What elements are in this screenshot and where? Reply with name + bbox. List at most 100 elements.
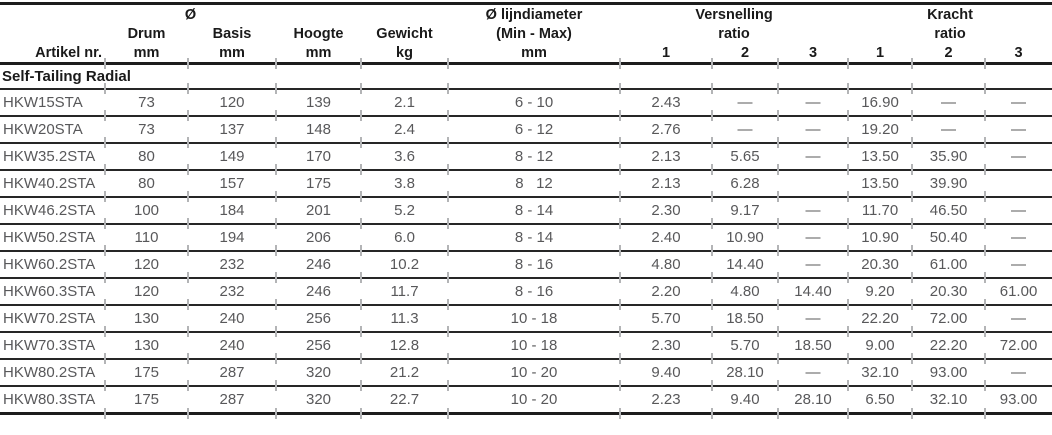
cell-lijndiameter: 8 12 bbox=[447, 165, 620, 197]
header-versnelling: Versnelling bbox=[695, 7, 773, 23]
cell-gewicht: 5.2 bbox=[360, 192, 448, 224]
cell-versnelling-3: — bbox=[776, 354, 849, 386]
cell-versnelling-2: 18.50 bbox=[711, 300, 778, 332]
cell-versnelling-2: 14.40 bbox=[711, 246, 778, 278]
cell-versnelling-1: 5.70 bbox=[619, 300, 712, 332]
cell-versnelling-2: 5.70 bbox=[711, 327, 778, 359]
cell-artikel: HKW80.2STA bbox=[0, 358, 105, 386]
cell-drum: 80 bbox=[104, 165, 188, 197]
cell-kracht-3: — bbox=[984, 354, 1052, 386]
header-basis: Basis bbox=[212, 26, 252, 42]
cell-hoogte: 256 bbox=[275, 300, 361, 332]
cell-versnelling-1: 2.30 bbox=[619, 192, 712, 224]
cell-basis: 287 bbox=[187, 354, 276, 386]
header-kracht: Kracht bbox=[927, 7, 973, 23]
cell-kracht-1: 20.30 bbox=[847, 246, 913, 278]
cell-artikel: HKW70.2STA bbox=[0, 304, 105, 332]
cell-kracht-1: 9.00 bbox=[847, 327, 913, 359]
cell-drum: 80 bbox=[104, 138, 188, 170]
cell-artikel: HKW60.2STA bbox=[0, 250, 105, 278]
cell-kracht-2: 35.90 bbox=[911, 138, 986, 170]
cell-basis: 120 bbox=[187, 84, 276, 116]
table-row: HKW80.2STA 175 287 320 21.2 10 - 20 9.40 28.10—… bbox=[0, 354, 1052, 386]
cell-basis: 240 bbox=[187, 300, 276, 332]
cell-basis: 194 bbox=[187, 219, 276, 251]
cell-kracht-1: 9.20 bbox=[847, 273, 913, 305]
cell-kracht-2: 72.00 bbox=[911, 300, 986, 332]
header-hoogte: Hoogte bbox=[293, 26, 344, 42]
cell-gewicht: 11.3 bbox=[360, 300, 448, 332]
cell-versnelling-3: — bbox=[776, 300, 849, 332]
section-title: Self-Tailing Radial bbox=[0, 62, 131, 89]
cell-versnelling-3: 14.40 bbox=[776, 273, 849, 305]
cell-kracht-2: 50.40 bbox=[911, 219, 986, 251]
cell-versnelling-3: 18.50 bbox=[776, 327, 849, 359]
cell-versnelling-2: 10.90 bbox=[711, 219, 778, 251]
table-header: Ø Ø lijndiameter Versnelling Kracht Drum… bbox=[0, 4, 1052, 64]
cell-hoogte: 206 bbox=[275, 219, 361, 251]
cell-gewicht: 22.7 bbox=[360, 381, 448, 420]
cell-kracht-1: 16.90 bbox=[847, 84, 913, 116]
header-lijndiameter-range: (Min - Max) bbox=[496, 26, 572, 42]
cell-hoogte: 320 bbox=[275, 381, 361, 420]
cell-drum: 130 bbox=[104, 327, 188, 359]
cell-basis: 157 bbox=[187, 165, 276, 197]
cell-artikel: HKW60.3STA bbox=[0, 277, 105, 305]
table-row: HKW70.2STA 130 240 256 11.3 10 - 18 5.70 18.50—… bbox=[0, 300, 1052, 332]
header-versnelling-gear2: 2 bbox=[740, 45, 750, 61]
winch-spec-table: Ø Ø lijndiameter Versnelling Kracht Drum… bbox=[0, 2, 1052, 420]
cell-kracht-1: 19.20 bbox=[847, 111, 913, 143]
cell-gewicht: 3.8 bbox=[360, 165, 448, 197]
header-artikel: Artikel nr. bbox=[35, 45, 102, 61]
header-hoogte-unit: mm bbox=[305, 45, 332, 61]
cell-versnelling-1: 2.43 bbox=[619, 84, 712, 116]
cell-lijndiameter: 8 - 14 bbox=[447, 219, 620, 251]
header-versnelling-gear3: 3 bbox=[808, 45, 818, 61]
header-row-2: Drum Basis Hoogte Gewicht (Min - Max) ra… bbox=[0, 24, 1052, 43]
cell-lijndiameter: 8 - 16 bbox=[447, 246, 620, 278]
header-spacer bbox=[276, 4, 361, 25]
header-drum-unit: mm bbox=[133, 45, 160, 61]
cell-kracht-1: 11.70 bbox=[847, 192, 913, 224]
header-spacer bbox=[361, 4, 448, 25]
cell-basis: 137 bbox=[187, 111, 276, 143]
cell-versnelling-1: 2.23 bbox=[619, 381, 712, 420]
cell-hoogte: 148 bbox=[275, 111, 361, 143]
cell-lijndiameter: 6 - 10 bbox=[447, 84, 620, 116]
cell-kracht-3: 61.00 bbox=[984, 273, 1052, 305]
cell-basis: 232 bbox=[187, 273, 276, 305]
cell-artikel: HKW70.3STA bbox=[0, 331, 105, 359]
cell-gewicht: 2.4 bbox=[360, 111, 448, 143]
cell-lijndiameter: 8 - 16 bbox=[447, 273, 620, 305]
cell-hoogte: 256 bbox=[275, 327, 361, 359]
table-row: HKW20STA 73 137 148 2.4 6 - 12 2.76— —19.20— — bbox=[0, 111, 1052, 143]
header-row-3: Artikel nr. mm mm mm kg mm 1 2 3 1 2 3 bbox=[0, 43, 1052, 64]
cell-versnelling-2: 6.28 bbox=[711, 165, 778, 197]
header-gewicht-unit: kg bbox=[396, 45, 413, 61]
cell-drum: 110 bbox=[104, 219, 188, 251]
cell-artikel: HKW15STA bbox=[0, 88, 105, 116]
cell-kracht-1: 6.50 bbox=[847, 381, 913, 420]
cell-versnelling-1: 2.13 bbox=[619, 165, 712, 197]
cell-hoogte: 139 bbox=[275, 84, 361, 116]
section-row: Self-Tailing Radial bbox=[0, 59, 1052, 89]
table-row: HKW46.2STA 100 184 201 5.2 8 - 14 2.30 9.17—11.… bbox=[0, 192, 1052, 224]
cell-kracht-2: — bbox=[911, 84, 986, 116]
cell-kracht-3: — bbox=[984, 192, 1052, 224]
cell-hoogte: 201 bbox=[275, 192, 361, 224]
cell-kracht-2: 93.00 bbox=[911, 354, 986, 386]
header-lijndiameter-unit: mm bbox=[521, 45, 547, 61]
header-diameter-symbol: Ø bbox=[184, 7, 197, 23]
cell-basis: 232 bbox=[187, 246, 276, 278]
cell-versnelling-2: 9.40 bbox=[711, 381, 778, 420]
cell-artikel: HKW46.2STA bbox=[0, 196, 105, 224]
cell-gewicht: 11.7 bbox=[360, 273, 448, 305]
cell-hoogte: 170 bbox=[275, 138, 361, 170]
cell-drum: 73 bbox=[104, 111, 188, 143]
header-basis-unit: mm bbox=[219, 45, 245, 61]
table-row: HKW80.3STA 175 287 320 22.7 10 - 20 2.23 9.40 28… bbox=[0, 381, 1052, 420]
cell-lijndiameter: 8 - 12 bbox=[447, 138, 620, 170]
cell-lijndiameter: 10 - 18 bbox=[447, 300, 620, 332]
header-kracht-gear2: 2 bbox=[944, 45, 953, 61]
table-row: HKW15STA 73 120 139 2.1 6 - 10 2.43— —16.90— — bbox=[0, 84, 1052, 116]
